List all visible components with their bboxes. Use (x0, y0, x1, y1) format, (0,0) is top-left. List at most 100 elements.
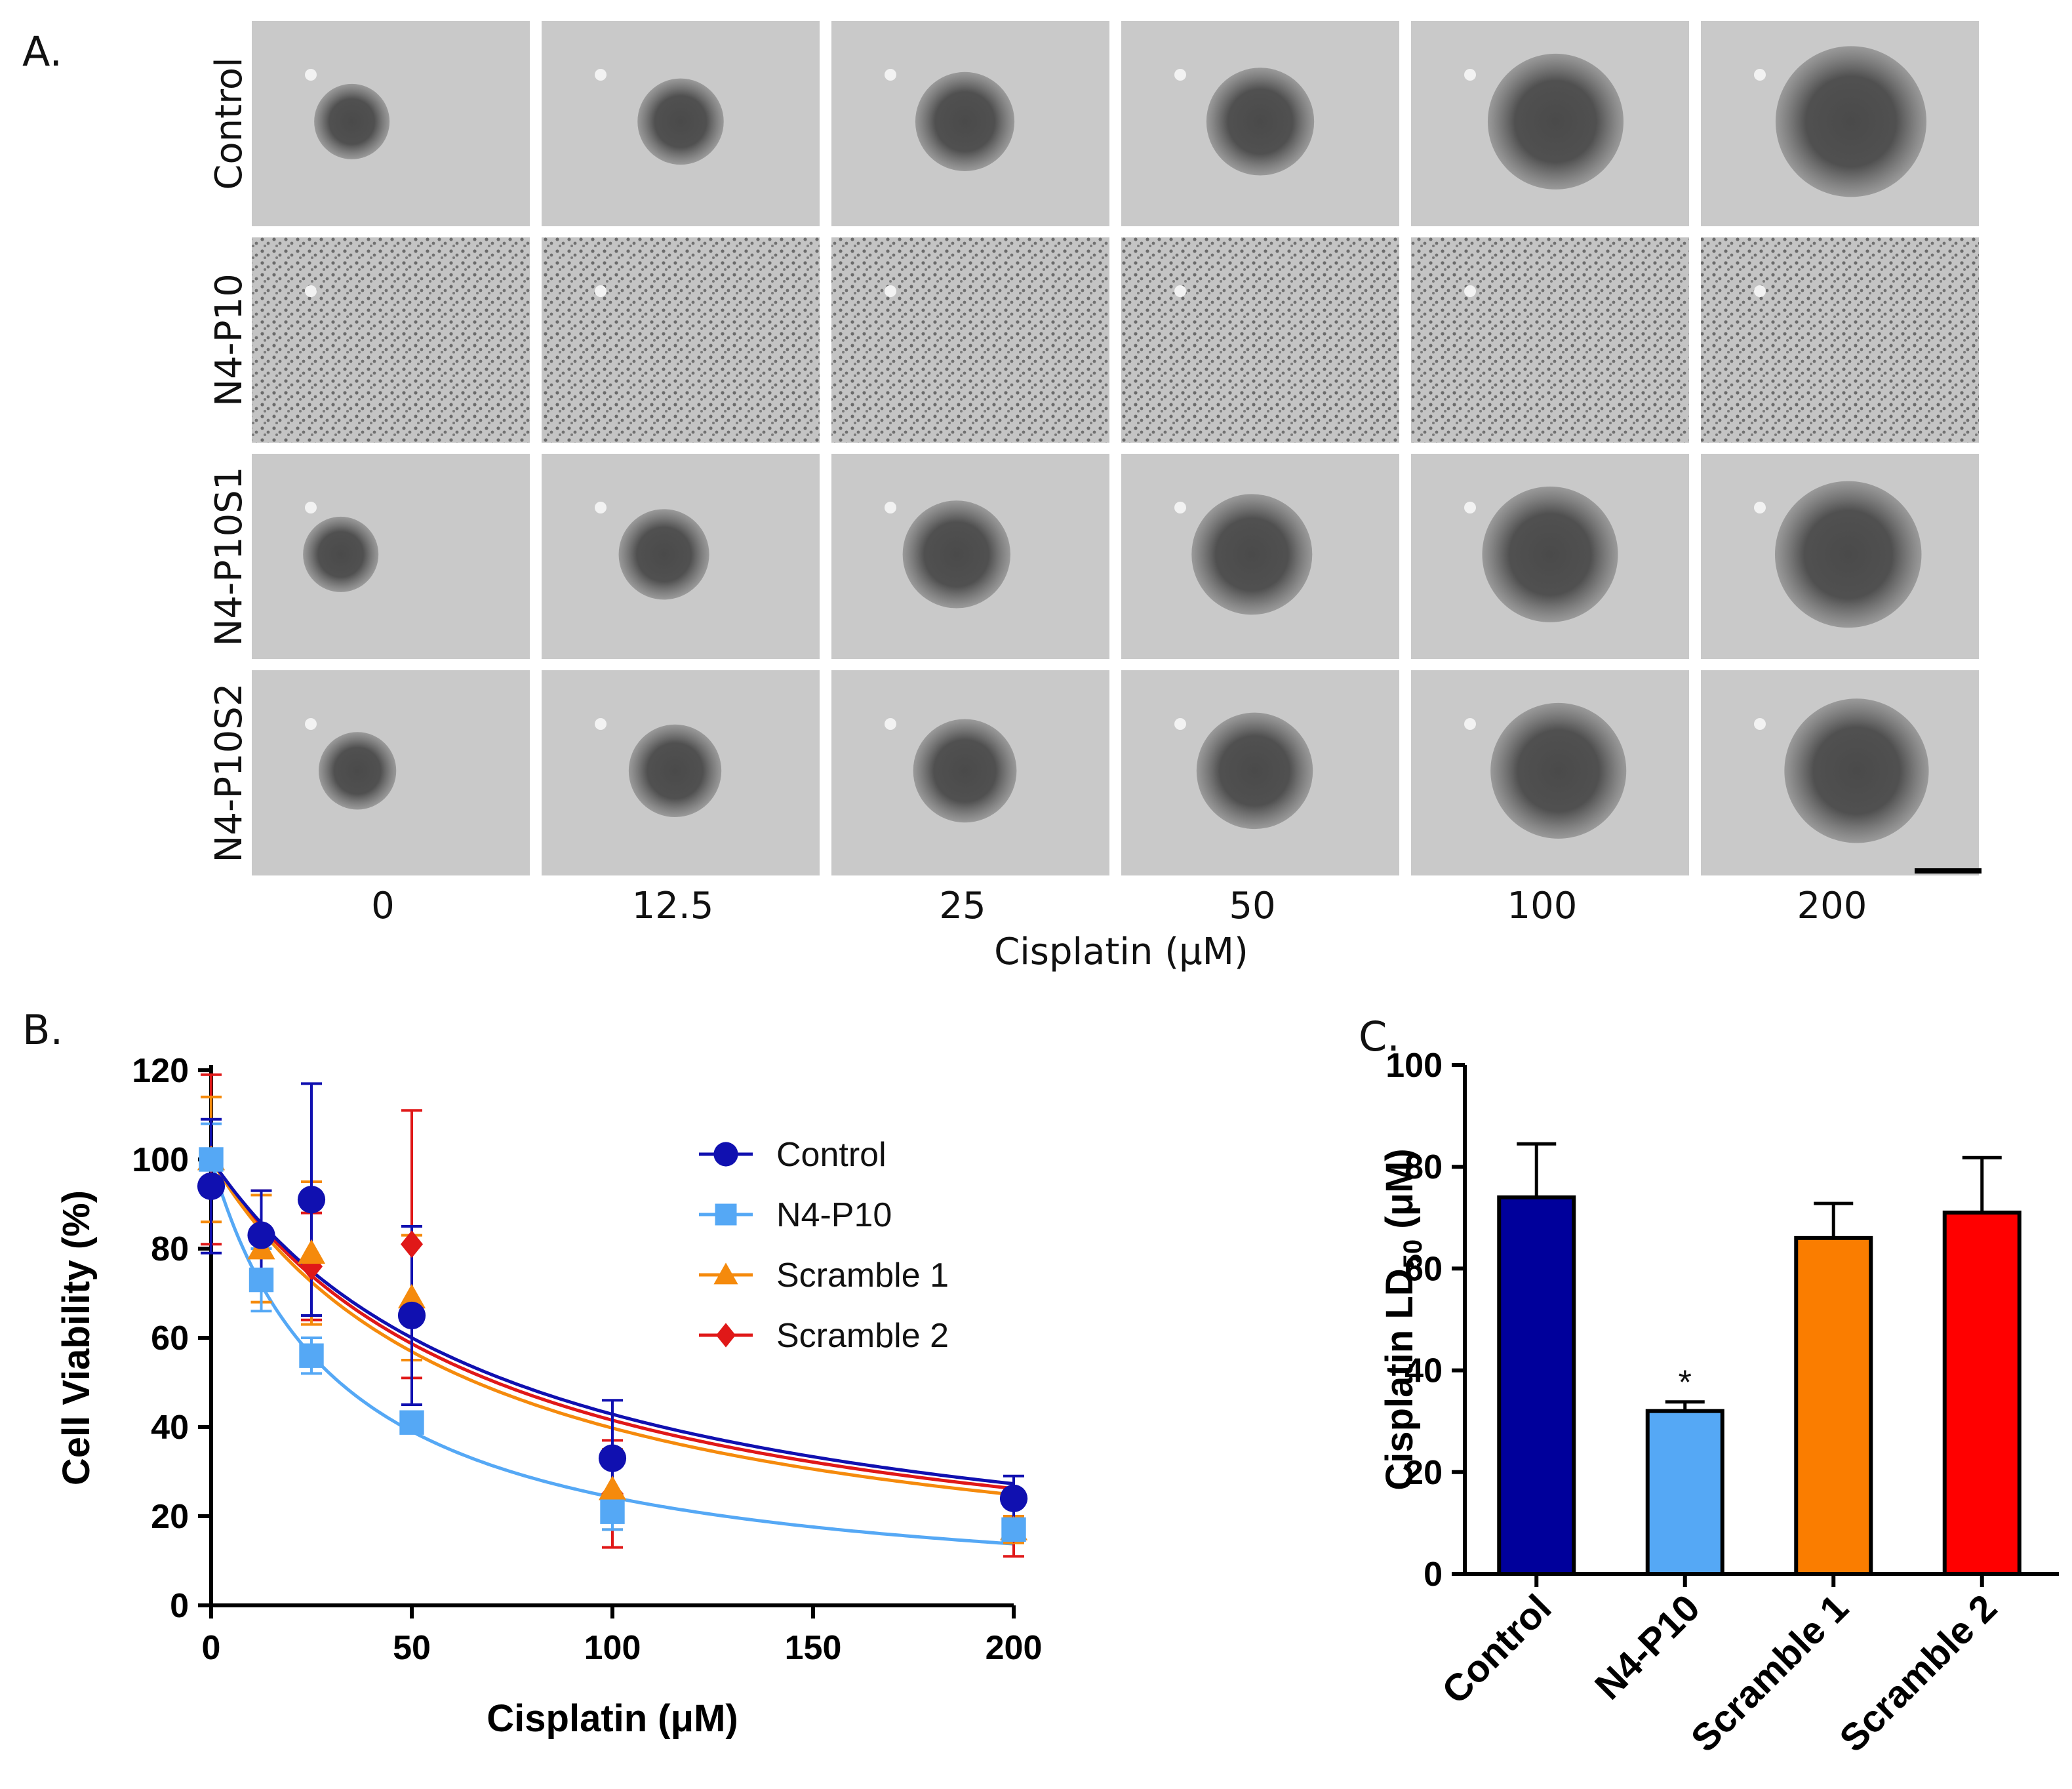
artifact-spot (1464, 69, 1476, 81)
spheroid (1490, 702, 1627, 839)
legend-label: Scramble 1 (776, 1256, 949, 1295)
bar (1645, 1409, 1724, 1576)
spheroid (902, 500, 1010, 609)
panel-letter-b: B. (22, 1006, 63, 1054)
data-point (401, 1230, 423, 1258)
y-axis-title: Cisplatin LD50 (μM) (1378, 1148, 1427, 1490)
artifact-spot (1174, 718, 1186, 730)
spheroid (1775, 46, 1926, 197)
spheroid (1196, 712, 1313, 830)
spheroid (318, 732, 397, 810)
spheroid (915, 71, 1015, 171)
data-point (399, 1410, 424, 1435)
data-point (297, 1186, 326, 1214)
panel-letter-c: C. (1359, 1013, 1400, 1060)
data-point (299, 1343, 324, 1368)
y-tick-label: 20 (1405, 1454, 1443, 1492)
micrograph-tile (252, 21, 530, 226)
data-point (397, 1283, 426, 1309)
legend-label: N4-P10 (776, 1196, 892, 1234)
data-point (397, 1301, 426, 1330)
y-tick-label: 80 (151, 1230, 189, 1268)
micrograph-column-label: 100 (1507, 885, 1578, 927)
artifact-spot (1464, 502, 1476, 513)
y-tick-label: 100 (132, 1141, 189, 1179)
data-point (600, 1499, 625, 1524)
artifact-spot (1464, 285, 1476, 297)
artifact-spot (305, 69, 317, 81)
micrograph-tile (1411, 237, 1689, 443)
artifact-spot (595, 718, 607, 730)
x-tick-label: Scramble 2 (1831, 1586, 2005, 1760)
legend-marker (713, 1142, 738, 1167)
micrograph-column-label: 50 (1229, 885, 1275, 927)
micrograph-column-label: 12.5 (632, 885, 714, 927)
artifact-spot (305, 285, 317, 297)
legend-label: Control (776, 1136, 887, 1174)
spheroid (637, 78, 724, 165)
data-point (199, 1147, 224, 1172)
micrograph-column-label: 200 (1797, 885, 1867, 927)
bar (1942, 1211, 2022, 1577)
legend-label: Scramble 2 (776, 1317, 949, 1355)
micrograph-tile (831, 237, 1109, 443)
micrograph-tile (252, 237, 530, 443)
artifact-spot (885, 718, 896, 730)
x-axis-title: Cisplatin (μM) (487, 1697, 738, 1740)
data-point (197, 1172, 226, 1200)
y-tick-label: 40 (151, 1409, 189, 1447)
viability-chart: 0 20 40 60 80 100 120 0 50 100 150 200 Cisplatin (μM… (55, 1052, 1042, 1740)
x-tick-label: N4-P10 (1587, 1586, 1708, 1708)
artifact-spot (305, 718, 317, 730)
spheroid (913, 719, 1017, 823)
y-tick-label: 0 (1424, 1556, 1443, 1594)
micrograph-tile (1701, 237, 1979, 443)
artifact-spot (1174, 285, 1186, 297)
micrograph-tile (1121, 237, 1399, 443)
x-tick-label: 150 (785, 1629, 842, 1667)
y-tick-label: 60 (1405, 1250, 1443, 1288)
micrograph-row-label: Control (208, 57, 250, 190)
data-point (1001, 1517, 1026, 1542)
x-tick-label: 50 (393, 1629, 431, 1667)
x-tick-label: 0 (202, 1629, 221, 1667)
artifact-spot (1174, 69, 1186, 81)
artifact-spot (595, 502, 607, 513)
micrograph-column-label: 0 (371, 885, 395, 927)
spheroid (1774, 481, 1922, 628)
micrograph-row-label: N4-P10S1 (208, 467, 250, 647)
bar (1497, 1195, 1576, 1576)
spheroid (1482, 486, 1618, 622)
x-tick-label: Control (1434, 1586, 1560, 1712)
artifact-spot (1174, 502, 1186, 513)
micrograph-row-label: N4-P10S2 (208, 683, 250, 863)
artifact-spot (1754, 718, 1766, 730)
artifact-spot (1464, 718, 1476, 730)
spheroid (618, 509, 709, 600)
artifact-spot (595, 285, 607, 297)
spheroid (1487, 53, 1624, 190)
legend-marker (715, 1203, 737, 1226)
artifact-spot (1754, 285, 1766, 297)
artifact-spot (305, 502, 317, 513)
panel-letter-a: A. (22, 28, 62, 75)
artifact-spot (595, 69, 607, 81)
scale-bar (1915, 868, 1982, 874)
artifact-spot (1754, 69, 1766, 81)
artifact-spot (1754, 502, 1766, 513)
micrograph-grid: Control N4-P10 N4-P10S1 N4-P10S2 0 12.5 25 50 10… (208, 21, 1982, 927)
x-tick-label: 100 (584, 1629, 641, 1667)
legend-marker (713, 1262, 738, 1285)
spheroid (628, 724, 722, 818)
micrograph-row-label: N4-P10 (208, 273, 250, 407)
y-tick-label: 40 (1405, 1352, 1443, 1390)
y-tick-label: 20 (151, 1498, 189, 1536)
data-point (598, 1444, 627, 1472)
artifact-spot (885, 502, 896, 513)
micrograph-tile (542, 237, 820, 443)
artifact-spot (885, 69, 896, 81)
artifact-spot (885, 285, 896, 297)
ld50-bar-chart: 0 20 40 60 80 100 Cisplatin LD50 (μM) Control N4… (1378, 1047, 2059, 1760)
spheroid (1191, 494, 1313, 615)
legend-marker (716, 1323, 736, 1348)
